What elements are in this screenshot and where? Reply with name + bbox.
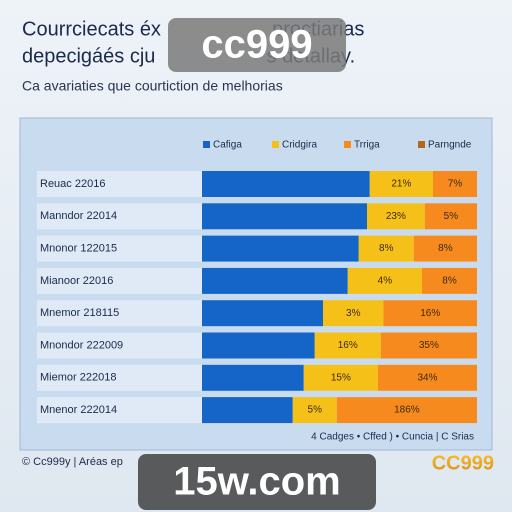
segment-label: 8%: [438, 243, 453, 254]
bar-segment: [424, 203, 477, 230]
watermark-box: [168, 18, 346, 72]
bar-segment: [358, 235, 414, 262]
category-label: Mnemor 218115: [40, 307, 119, 319]
legend-swatch: [272, 141, 279, 148]
segment-label: 7%: [448, 179, 463, 190]
bar-segment: [202, 267, 348, 294]
segment-label: 8%: [379, 243, 394, 254]
legend-label: Cridgira: [282, 140, 317, 151]
bar-segment: [202, 300, 323, 327]
category-label: Mnenor 222014: [40, 404, 117, 416]
footer: © Cc999y | Aréas ep: [22, 456, 123, 468]
category-label: Reuac 22016: [40, 178, 105, 190]
watermark: cc999: [201, 23, 312, 67]
segment-label: 34%: [417, 372, 437, 383]
bar-segment: [433, 171, 477, 197]
category-label: Mnondor 222009: [40, 339, 123, 351]
bar-segment: [303, 364, 378, 391]
segment-label: 16%: [338, 340, 358, 351]
bar-segment: [292, 397, 337, 424]
bar-segment: [202, 235, 359, 262]
bar-segment: [367, 203, 425, 230]
segment-label: 21%: [391, 179, 411, 190]
bar-segment: [314, 332, 381, 359]
category-label: Mnonor 122015: [40, 243, 117, 255]
legend-swatch: [344, 141, 351, 148]
segment-label: 5%: [308, 405, 323, 416]
legend-label: Parngnde: [428, 140, 472, 151]
bar-segment: [202, 397, 293, 424]
category-label: Manndor 22014: [40, 210, 117, 222]
segment-label: 16%: [420, 308, 440, 319]
bar-segment: [380, 332, 477, 359]
bar-segment: [347, 267, 422, 294]
legend-label: Trriga: [354, 140, 380, 151]
segment-label: 186%: [394, 405, 420, 416]
segment-label: 5%: [444, 211, 459, 222]
plot: Cafiga Cridgira Trriga Parngnde Reuac 22016 2…: [37, 140, 477, 424]
bar-segment: [383, 300, 477, 327]
segment-label: 8%: [442, 276, 457, 287]
legend-swatch: [418, 141, 425, 148]
bar-segment: [336, 397, 477, 424]
bar-segment: [413, 235, 477, 262]
bar-segment: [202, 171, 370, 197]
bar-segment: [202, 203, 367, 230]
segment-label: 15%: [331, 372, 351, 383]
bar-segment: [323, 300, 384, 327]
bar-segment: [422, 267, 477, 294]
segment-label: 4%: [378, 276, 393, 287]
segment-label: 35%: [419, 340, 439, 351]
category-label: Mianoor 22016: [40, 275, 113, 287]
bar-segment: [369, 171, 433, 197]
logo: CC999: [432, 452, 494, 474]
subtitle: Ca avariaties que courtiction de melhori…: [22, 78, 283, 94]
watermark-box: [138, 454, 376, 510]
watermark: 15w.com: [173, 460, 340, 504]
legend-label: Cafiga: [213, 140, 242, 151]
category-label: Miemor 222018: [40, 372, 116, 384]
segment-label: 23%: [386, 211, 406, 222]
chart-note: 4 Cadges • Cffed ) • Cuncia | C Srias: [311, 432, 474, 443]
segment-label: 3%: [346, 308, 361, 319]
bar-segment: [202, 332, 315, 359]
legend-swatch: [203, 141, 210, 148]
bar-segment: [202, 364, 304, 391]
bar-segment: [378, 364, 477, 391]
